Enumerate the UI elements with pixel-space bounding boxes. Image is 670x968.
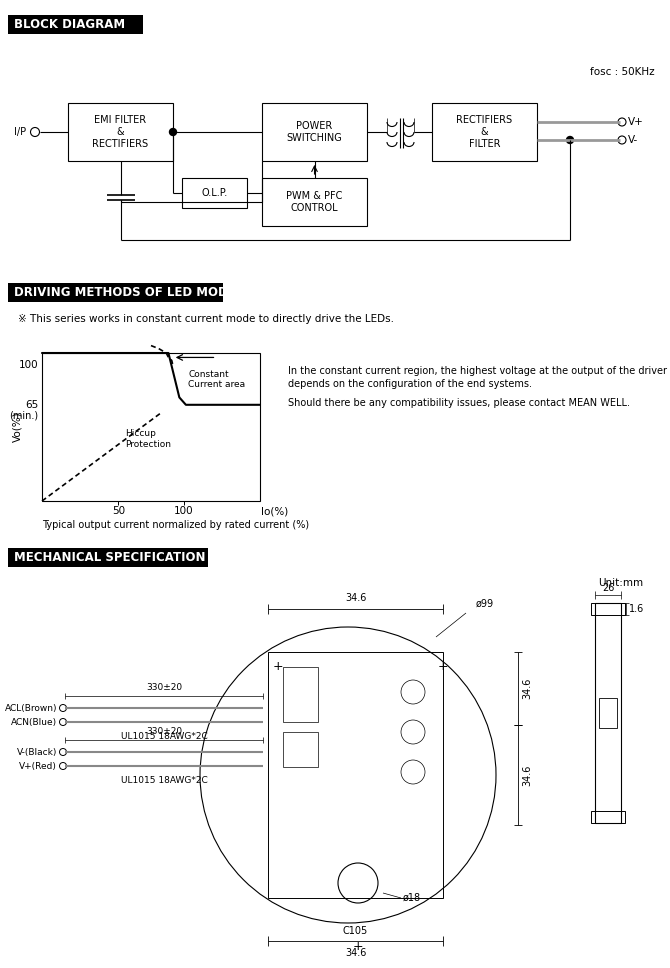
Bar: [262, 103, 367, 161]
Text: 100: 100: [18, 360, 38, 370]
Text: 34.6: 34.6: [345, 593, 366, 603]
Text: Hiccup
Protection: Hiccup Protection: [125, 429, 171, 448]
Bar: [68, 103, 173, 161]
Text: BLOCK DIAGRAM: BLOCK DIAGRAM: [14, 18, 125, 31]
Bar: [268, 652, 443, 898]
Text: V+(Red): V+(Red): [19, 762, 57, 771]
Text: depends on the configuration of the end systems.: depends on the configuration of the end …: [288, 379, 532, 389]
Text: +: +: [438, 660, 448, 674]
Text: Constant
Current area: Constant Current area: [188, 370, 245, 389]
Text: 34.6: 34.6: [345, 948, 366, 958]
Bar: [591, 811, 625, 823]
Text: 330±20: 330±20: [146, 683, 182, 692]
Text: ※ This series works in constant current mode to directly drive the LEDs.: ※ This series works in constant current …: [18, 314, 394, 324]
Text: POWER
SWITCHING: POWER SWITCHING: [287, 121, 342, 143]
Text: EMI FILTER
&
RECTIFIERS: EMI FILTER & RECTIFIERS: [92, 115, 149, 149]
Text: ø99: ø99: [476, 599, 494, 609]
Bar: [262, 178, 367, 226]
Text: V-: V-: [628, 135, 639, 145]
Circle shape: [170, 129, 176, 136]
Text: ø18: ø18: [403, 893, 421, 903]
Text: +: +: [273, 660, 283, 674]
Text: Unit:mm: Unit:mm: [598, 578, 643, 588]
Text: Typical output current normalized by rated current (%): Typical output current normalized by rat…: [42, 520, 309, 530]
Text: UL1015 18AWG*2C: UL1015 18AWG*2C: [121, 732, 208, 741]
Text: Should there be any compatibility issues, please contact MEAN WELL.: Should there be any compatibility issues…: [288, 398, 630, 408]
Text: ACL(Brown): ACL(Brown): [5, 704, 57, 712]
Text: V-(Black): V-(Black): [17, 747, 57, 757]
Text: 65: 65: [25, 400, 38, 409]
Text: fosc : 50KHz: fosc : 50KHz: [590, 67, 655, 77]
Text: UL1015 18AWG*2C: UL1015 18AWG*2C: [121, 776, 208, 785]
Text: In the constant current region, the highest voltage at the output of the driver: In the constant current region, the high…: [288, 366, 667, 376]
Bar: [42, 353, 260, 501]
Text: 100: 100: [174, 506, 194, 516]
Text: +: +: [352, 940, 363, 953]
Text: 1.6: 1.6: [629, 604, 645, 614]
Bar: [8, 15, 143, 34]
Text: I/P: I/P: [14, 127, 26, 137]
Text: (min.): (min.): [9, 410, 38, 421]
Text: 330±20: 330±20: [146, 727, 182, 736]
Bar: [283, 667, 318, 722]
Text: 34.6: 34.6: [522, 765, 532, 786]
Text: 34.6: 34.6: [522, 678, 532, 699]
Bar: [8, 283, 223, 302]
Text: RECTIFIERS
&
FILTER: RECTIFIERS & FILTER: [456, 115, 513, 149]
Bar: [283, 732, 318, 767]
Bar: [8, 548, 208, 567]
Bar: [591, 603, 625, 615]
Bar: [432, 103, 537, 161]
Text: V+: V+: [628, 117, 644, 127]
Text: MECHANICAL SPECIFICATION: MECHANICAL SPECIFICATION: [14, 551, 206, 564]
Text: PWM & PFC
CONTROL: PWM & PFC CONTROL: [286, 192, 342, 213]
Text: Vo(%): Vo(%): [12, 411, 22, 442]
Text: Io(%): Io(%): [261, 506, 289, 516]
Text: DRIVING METHODS OF LED MODULE: DRIVING METHODS OF LED MODULE: [14, 286, 253, 299]
Text: 26: 26: [602, 583, 614, 593]
Text: O.L.P.: O.L.P.: [202, 188, 228, 198]
Text: C105: C105: [343, 926, 368, 936]
Circle shape: [567, 136, 574, 143]
Bar: [595, 603, 621, 823]
Bar: [182, 178, 247, 208]
Bar: [599, 698, 617, 728]
Text: 50: 50: [112, 506, 125, 516]
Text: ACN(Blue): ACN(Blue): [11, 717, 57, 727]
